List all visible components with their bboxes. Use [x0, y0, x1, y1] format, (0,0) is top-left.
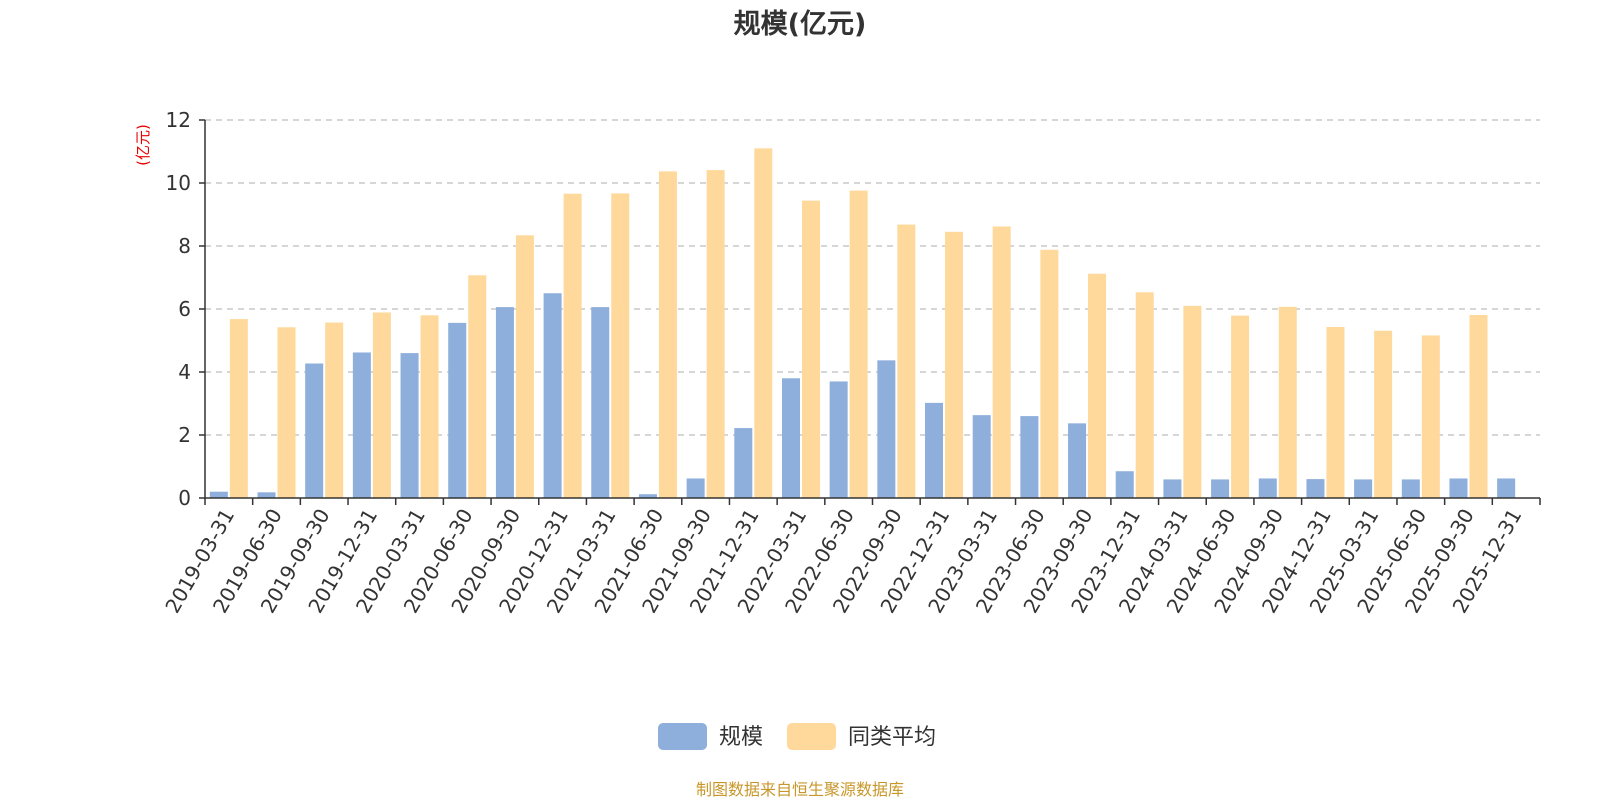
bar-peer-average[interactable] — [420, 315, 439, 498]
bar-peer-average[interactable] — [1040, 249, 1059, 498]
bar-scale[interactable] — [686, 478, 705, 498]
bar-peer-average[interactable] — [1326, 326, 1345, 498]
y-tick-label: 12 — [166, 108, 191, 132]
y-tick-label: 8 — [178, 234, 191, 258]
x-axis-ticks: 2019-03-312019-06-302019-09-302019-12-31… — [160, 498, 1541, 617]
bar-peer-average[interactable] — [611, 193, 630, 498]
bar-scale[interactable] — [734, 428, 753, 498]
bar-scale[interactable] — [1497, 478, 1516, 498]
bar-scale[interactable] — [972, 415, 991, 498]
bar-peer-average[interactable] — [1135, 292, 1154, 498]
bar-scale[interactable] — [1020, 416, 1039, 498]
bar-peer-average[interactable] — [1278, 306, 1297, 498]
bar-scale[interactable] — [1449, 478, 1468, 498]
legend: 规模 同类平均 — [658, 723, 936, 750]
bar-scale[interactable] — [448, 322, 467, 498]
bar-scale[interactable] — [1211, 479, 1230, 498]
bar-peer-average[interactable] — [1088, 273, 1107, 498]
bar-scale[interactable] — [1354, 479, 1373, 498]
bar-peer-average[interactable] — [945, 231, 964, 498]
bar-scale[interactable] — [591, 307, 610, 498]
legend-item-peer-average[interactable]: 同类平均 — [787, 723, 936, 750]
bar-peer-average[interactable] — [1469, 314, 1488, 498]
data-source-note: 制图数据来自恒生聚源数据库 — [696, 780, 904, 799]
bar-peer-average[interactable] — [468, 275, 487, 498]
bar-scale[interactable] — [925, 402, 944, 498]
chart-title: 规模(亿元) — [734, 9, 867, 40]
bar-scale[interactable] — [1258, 478, 1277, 498]
bar-peer-average[interactable] — [515, 235, 534, 499]
bar-peer-average[interactable] — [563, 193, 582, 498]
bar-peer-average[interactable] — [754, 148, 773, 498]
bar-scale[interactable] — [781, 378, 800, 498]
bar-peer-average[interactable] — [706, 170, 725, 498]
legend-swatch-peer-average — [787, 723, 836, 750]
bar-peer-average[interactable] — [325, 322, 344, 498]
bar-scale[interactable] — [257, 492, 276, 498]
bar-peer-average[interactable] — [1421, 335, 1440, 498]
y-axis-unit-label: (亿元) — [134, 124, 152, 166]
y-tick-label: 6 — [178, 297, 191, 321]
bar-peer-average[interactable] — [277, 327, 296, 498]
bar-scale[interactable] — [495, 307, 514, 498]
bars — [209, 148, 1516, 499]
bar-peer-average[interactable] — [897, 224, 916, 498]
y-tick-label: 10 — [166, 171, 191, 195]
bar-scale[interactable] — [638, 494, 657, 498]
bar-peer-average[interactable] — [849, 190, 868, 498]
bar-scale[interactable] — [1068, 423, 1087, 498]
bar-scale[interactable] — [829, 381, 848, 498]
bar-scale[interactable] — [209, 491, 228, 498]
y-axis-ticks: 0 2 4 6 8 10 12 — [166, 108, 205, 510]
bar-scale[interactable] — [400, 353, 419, 498]
y-tick-label: 2 — [178, 423, 191, 447]
bar-scale[interactable] — [1306, 479, 1325, 498]
bar-scale[interactable] — [1163, 479, 1182, 498]
bar-peer-average[interactable] — [1374, 330, 1393, 498]
bar-scale[interactable] — [352, 352, 371, 498]
bar-peer-average[interactable] — [372, 312, 391, 498]
legend-swatch-scale — [658, 723, 707, 750]
bar-peer-average[interactable] — [992, 226, 1011, 498]
legend-label-peer-average: 同类平均 — [848, 725, 936, 750]
bar-scale[interactable] — [305, 363, 324, 498]
bar-peer-average[interactable] — [1183, 305, 1202, 498]
bar-scale[interactable] — [543, 293, 562, 498]
bar-peer-average[interactable] — [229, 319, 248, 498]
y-tick-label: 4 — [178, 360, 191, 384]
bar-scale[interactable] — [1115, 471, 1134, 498]
bar-peer-average[interactable] — [801, 200, 820, 498]
bar-peer-average[interactable] — [658, 171, 677, 498]
bar-peer-average[interactable] — [1231, 315, 1250, 498]
legend-item-scale[interactable]: 规模 — [658, 723, 763, 750]
legend-label-scale: 规模 — [719, 725, 763, 750]
y-tick-label: 0 — [178, 486, 191, 510]
bar-scale[interactable] — [877, 360, 896, 498]
bar-scale[interactable] — [1401, 479, 1420, 498]
